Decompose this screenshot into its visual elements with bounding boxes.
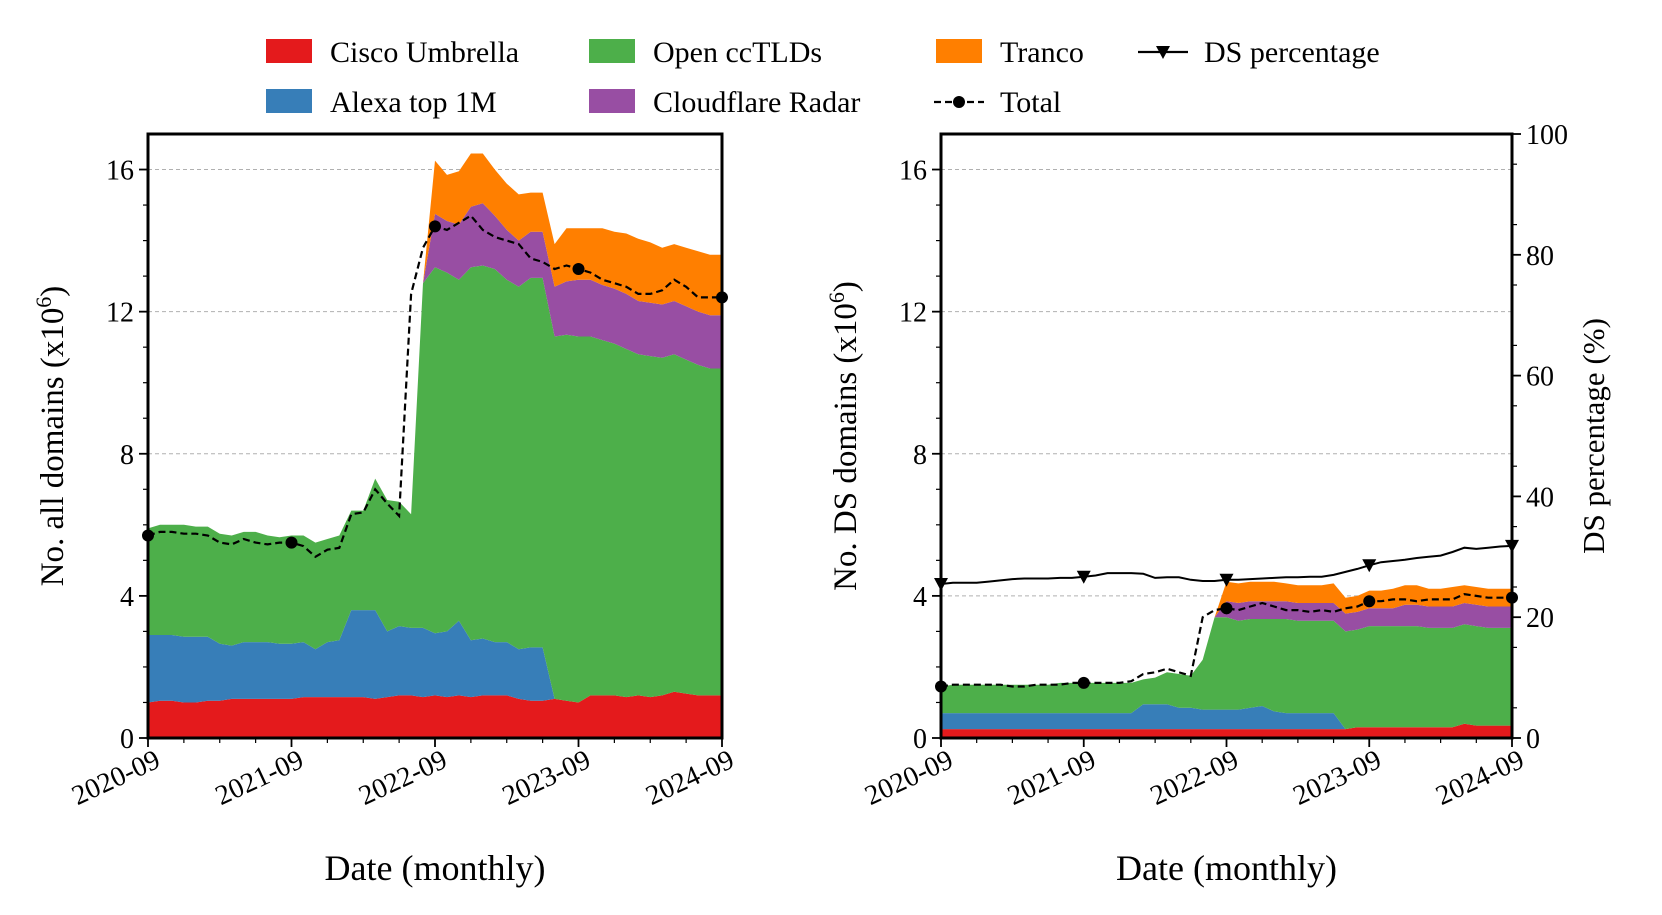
legend-swatch [266,39,312,63]
legend-swatch [936,39,982,63]
ds-percentage-marker [1362,559,1377,573]
y2-tick-label: 60 [1526,362,1554,393]
y-axis-label-text: No. DS domains (x10 [828,303,864,591]
y-tick-label: 12 [899,298,927,329]
area-alexa-top-1m [941,704,1512,730]
legend-marker [953,96,965,108]
total-marker [429,220,441,233]
area-cloudflare-radar [941,601,1512,687]
legend-item-total: Total [934,86,1061,119]
right-chart-panel: 0 20 40 60 80 100 DS percentage (%) 0 4 8 12 16 2020… [824,120,1611,888]
y-axis-label-close: ) [35,286,71,297]
area-open-cctlds [941,617,1512,730]
area-open-cctlds [148,265,722,703]
area-cisco-umbrella [941,723,1512,738]
x-tick-label: 2022-09 [1146,744,1244,812]
total-marker [1363,595,1376,608]
total-marker [285,536,298,549]
legend-swatch [589,39,635,63]
ds-percentage-marker [1219,573,1234,587]
x-tick-label: 2020-09 [860,744,958,812]
y2-tick-label: 0 [1526,724,1540,755]
y2-tick-label: 40 [1526,482,1554,513]
x-tick-label: 2022-09 [354,744,452,812]
area-cloudflare-radar [148,203,722,543]
x-tick-label: 2024-09 [641,744,739,812]
legend-label: Alexa top 1M [330,86,497,119]
total-marker [1220,602,1233,615]
legend-item-alexa-top-1m: Alexa top 1M [266,86,497,119]
area-cisco-umbrella [148,691,722,738]
x-tick-label: 2024-09 [1431,744,1529,812]
y2-tick-label: 100 [1526,120,1568,151]
legend-label: Total [1000,86,1061,119]
legend-item-cisco-umbrella: Cisco Umbrella [266,36,519,69]
x-tick-label: 2020-09 [67,744,165,812]
legend-item-tranco: Tranco [936,36,1084,69]
y2-tick-label: 20 [1526,603,1554,634]
y-axis-label: No. all domains (x106) [31,286,71,587]
y2-axis-label: DS percentage (%) [1576,318,1611,554]
area-tranco [148,153,722,543]
legend-label: Cisco Umbrella [330,36,519,69]
legend-item-open-cctlds: Open ccTLDs [589,36,822,69]
total-marker [572,263,585,276]
y-tick-label: 16 [106,156,134,187]
x-tick-label: 2021-09 [1003,744,1101,812]
legend-label: Open ccTLDs [653,36,822,69]
legend: Cisco Umbrella Alexa top 1M Open ccTLDs Clo… [266,36,1380,119]
legend-swatch [589,89,635,113]
area-tranco [941,581,1512,687]
x-tick-label: 2023-09 [498,744,596,812]
y-tick-label: 16 [899,156,927,187]
legend-swatch [266,89,312,113]
x-axis-label: Date (monthly) [325,848,546,888]
y-axis-label: No. DS domains (x106) [824,281,864,591]
legend-marker [1156,46,1170,59]
x-tick-label: 2021-09 [211,744,309,812]
y-tick-label: 8 [913,440,927,471]
legend-item-cloudflare-radar: Cloudflare Radar [589,86,860,119]
y-tick-label: 8 [120,440,134,471]
y2-tick-label: 80 [1526,241,1554,272]
total-marker [1077,676,1090,689]
legend-label: DS percentage [1204,36,1380,69]
legend-item-ds-percentage: DS percentage [1138,36,1380,69]
y-tick-label: 4 [913,582,927,613]
ds-percentage-marker [1076,570,1091,584]
total-line [940,592,1512,688]
y-tick-label: 4 [120,582,134,613]
y-tick-label: 0 [913,724,927,755]
y-axis-label-text: No. all domains (x10 [35,308,71,587]
y-axis-label-superscript: 6 [824,292,849,303]
y-tick-label: 0 [120,724,134,755]
x-tick-label: 2023-09 [1289,744,1387,812]
left-chart-panel: 0 4 8 12 16 2020-09 2021-09 2022-09 2023-09 2024-… [31,132,739,888]
area-alexa-top-1m [148,610,722,703]
y-axis-label-superscript: 6 [31,297,56,308]
legend-label: Cloudflare Radar [653,86,860,119]
y-axis-label-close: ) [828,281,864,292]
legend-label: Tranco [1000,36,1084,69]
y-tick-label: 12 [106,298,134,329]
x-axis-label: Date (monthly) [1116,848,1337,888]
